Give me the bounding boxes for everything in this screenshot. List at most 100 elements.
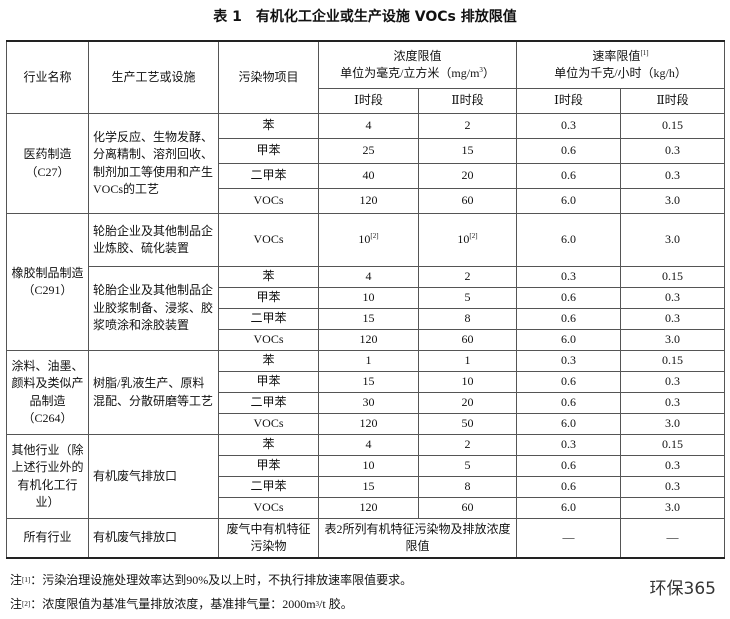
data-row: 甲苯 15 10 0.6 0.3: [7, 371, 726, 393]
value-cell: 15: [318, 476, 419, 498]
cell-text: 0.6: [561, 374, 577, 389]
pollutant-cell: 二甲苯: [218, 163, 319, 189]
superscript: [2]: [370, 232, 379, 241]
cell-text: 60: [461, 500, 474, 515]
value-cell: 0.3: [516, 434, 622, 456]
industry-cell: 橡胶制品制造（C291）: [6, 213, 89, 351]
header-cell: 速率限值[1] 单位为千克/小时（kg/h）: [516, 40, 726, 89]
value-cell: 0.6: [516, 138, 622, 164]
value-cell: 1: [318, 350, 419, 372]
cell-text: VOCs: [253, 500, 284, 515]
data-row: 甲苯 25 15 0.6 0.3: [7, 138, 726, 164]
value-cell: 2: [417, 266, 518, 288]
cell-text: 10: [358, 232, 371, 247]
cell-text: 0.3: [665, 311, 681, 326]
merged-cell: 表2所列有机特征污染物及排放浓度限值: [317, 518, 518, 559]
industry-cell: 其他行业（除上述行业外的有机化工行业）: [6, 434, 89, 519]
cell-text: 轮胎企业及其他制品企业胶浆制备、浸浆、胶浆喷涂和涂胶装置: [93, 283, 214, 333]
cell-text: 120: [359, 193, 378, 208]
cell-text: 2: [464, 269, 471, 284]
value-cell: 10[2]: [417, 213, 518, 267]
data-row: 二甲苯 15 8 0.6 0.3: [7, 476, 726, 498]
cell-text: 行业名称: [23, 69, 72, 84]
cell-text: VOCs: [253, 332, 284, 347]
cell-text: 废气中有机特征污染物: [226, 521, 311, 553]
cell-text: 3.0: [665, 232, 681, 247]
value-cell: 8: [417, 308, 518, 330]
cell-text: 有机废气排放口: [93, 530, 178, 545]
process-cell: 树脂/乳液生产、原料混配、分散研磨等工艺: [88, 350, 219, 435]
cell-text: 橡胶制品制造（C291）: [11, 265, 84, 297]
note-text: /t 胶。: [319, 597, 353, 611]
cell-text: 二甲苯: [250, 479, 287, 494]
value-cell: 2: [417, 113, 518, 139]
pollutant-cell: 苯: [218, 113, 319, 139]
cell-text: 4: [365, 269, 372, 284]
cell-text: Ⅰ时段: [554, 93, 583, 108]
cell-text: 8: [464, 311, 471, 326]
cell-text: 苯: [262, 269, 275, 284]
cell-text: 0.6: [561, 395, 577, 410]
cell-text: 5: [464, 290, 471, 305]
pollutant-cell: VOCs: [218, 213, 319, 267]
value-cell: 60: [417, 329, 518, 351]
value-cell: 0.3: [620, 308, 726, 330]
data-row: 橡胶制品制造（C291） 轮胎企业及其他制品企业炼胶、硫化装置 VOCs 10[2] 1…: [6, 213, 726, 351]
value-cell: 5: [417, 455, 518, 477]
note-text: ：浓度限值为基准气量排放浓度，基准排气量：2000m: [30, 597, 316, 611]
cell-text: 二甲苯: [250, 311, 287, 326]
cell-text: VOCs: [253, 232, 284, 247]
value-cell: 4: [318, 434, 419, 456]
data-row: 其他行业（除上述行业外的有机化工行业） 有机废气排放口 苯 4 2 0.3 0.15: [6, 434, 726, 519]
cell-text: 6.0: [561, 232, 577, 247]
cell-text: 表2所列有机特征污染物及排放浓度限值: [324, 521, 511, 553]
industry-cell: 所有行业: [6, 518, 89, 559]
cell-text: 生产工艺或设施: [111, 69, 196, 84]
note: 注[1]：污染治理设施处理效率达到90%及以上时，不执行排放速率限值要求。: [10, 568, 412, 592]
limits-table: 行业名称 生产工艺或设施 污染物项目 浓度限值 单位为毫克/立方米（mg/m3） 速率限值…: [6, 40, 726, 559]
cell-text: 8: [464, 479, 471, 494]
cell-text: 0.6: [561, 143, 577, 158]
cell-text: 120: [359, 416, 378, 431]
cell-text: 所有行业: [23, 530, 72, 545]
pollutant-cell: VOCs: [218, 329, 319, 351]
cell-text: 10: [457, 232, 470, 247]
cell-text: 0.3: [665, 290, 681, 305]
header-cell: Ⅰ时段: [318, 88, 419, 114]
value-cell: 3.0: [620, 188, 726, 214]
cell-text: 20: [461, 395, 474, 410]
value-cell: 6.0: [516, 497, 622, 519]
value-cell: 0.3: [516, 113, 622, 139]
cell-text: ）: [482, 66, 495, 80]
process-cell: 轮胎企业及其他制品企业胶浆制备、浸浆、胶浆喷涂和涂胶装置: [88, 266, 219, 351]
cell-text: 甲苯: [256, 374, 281, 389]
cell-text: 轮胎企业及其他制品企业炼胶、硫化装置: [93, 223, 214, 255]
cell-text: —: [666, 530, 679, 545]
cell-text: 50: [461, 416, 474, 431]
cell-text: 60: [461, 332, 474, 347]
value-cell: 0.15: [620, 113, 726, 139]
cell-text: 0.3: [561, 269, 577, 284]
cell-text: 2: [464, 437, 471, 452]
value-cell: 1: [417, 350, 518, 372]
pollutant-cell: 苯: [218, 266, 319, 288]
pollutant-cell: 甲苯: [218, 455, 319, 477]
value-cell: 120: [318, 497, 419, 519]
cell-text: 二甲苯: [250, 168, 287, 183]
cell-text: 医药制造（C27）: [23, 147, 72, 179]
pollutant-cell: 甲苯: [218, 138, 319, 164]
cell-text: 4: [365, 437, 372, 452]
note-text: 注: [10, 597, 23, 611]
value-cell: 60: [417, 188, 518, 214]
cell-text: —: [562, 530, 575, 545]
value-cell: 0.15: [620, 434, 726, 456]
pollutant-cell: 二甲苯: [218, 392, 319, 414]
value-cell: 0.6: [516, 476, 622, 498]
value-cell: 0.15: [620, 350, 726, 372]
value-cell: 15: [417, 138, 518, 164]
cell-text: 0.6: [561, 458, 577, 473]
cell-text: 0.15: [662, 353, 684, 368]
value-cell: 0.3: [620, 392, 726, 414]
cell-text: 6.0: [561, 500, 577, 515]
pollutant-cell: 苯: [218, 350, 319, 372]
